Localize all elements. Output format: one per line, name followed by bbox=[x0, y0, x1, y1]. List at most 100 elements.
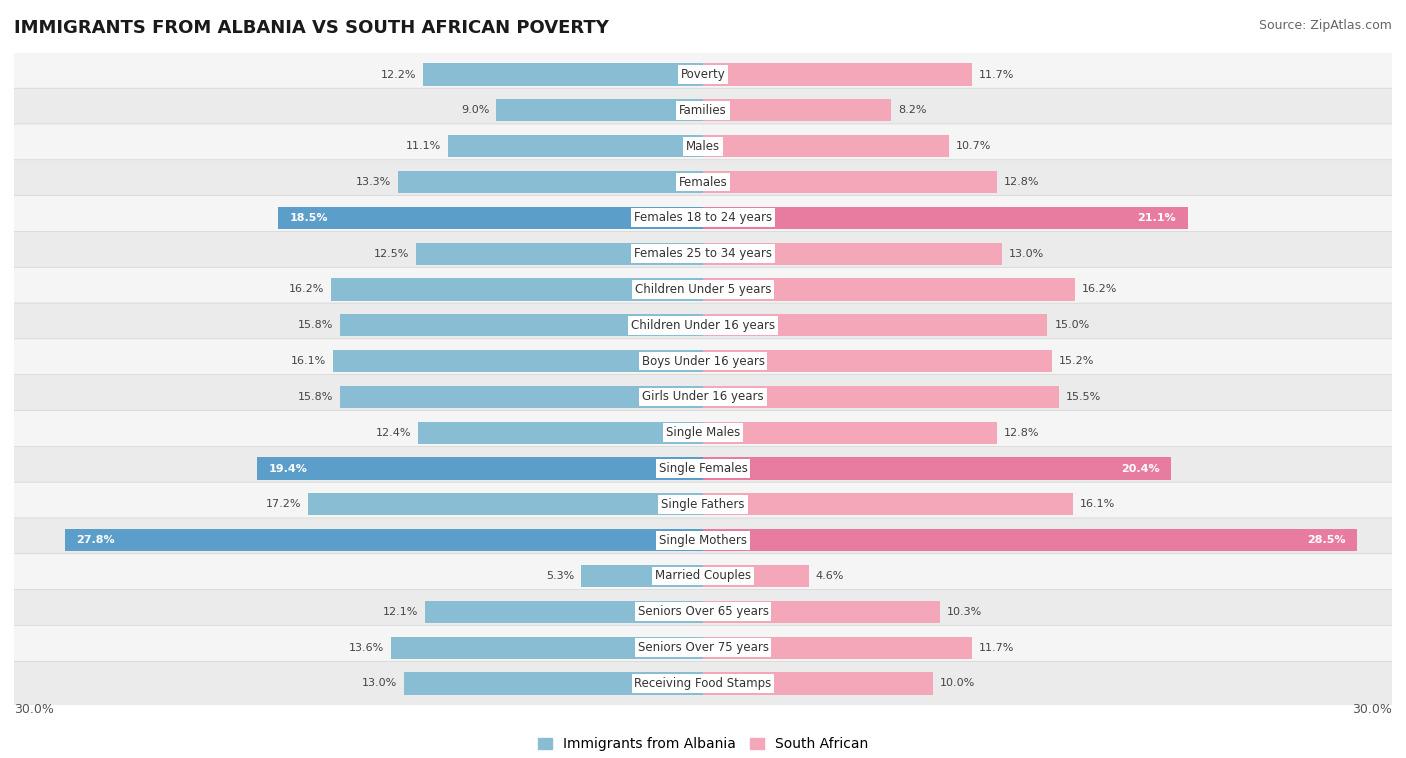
Text: 13.0%: 13.0% bbox=[363, 678, 398, 688]
Text: 18.5%: 18.5% bbox=[290, 213, 328, 223]
Bar bbox=[65, 529, 703, 551]
Text: Children Under 5 years: Children Under 5 years bbox=[634, 283, 772, 296]
Bar bbox=[703, 493, 1073, 515]
FancyBboxPatch shape bbox=[0, 554, 1406, 598]
FancyBboxPatch shape bbox=[0, 160, 1406, 204]
Text: 15.8%: 15.8% bbox=[298, 392, 333, 402]
Bar bbox=[703, 99, 891, 121]
FancyBboxPatch shape bbox=[0, 303, 1406, 347]
Text: 9.0%: 9.0% bbox=[461, 105, 489, 115]
Text: 15.0%: 15.0% bbox=[1054, 321, 1090, 330]
Text: 12.2%: 12.2% bbox=[381, 70, 416, 80]
Bar bbox=[703, 457, 1171, 480]
Text: 17.2%: 17.2% bbox=[266, 500, 301, 509]
Text: Children Under 16 years: Children Under 16 years bbox=[631, 319, 775, 332]
Text: 11.1%: 11.1% bbox=[406, 141, 441, 151]
FancyBboxPatch shape bbox=[0, 231, 1406, 276]
Text: 15.8%: 15.8% bbox=[298, 321, 333, 330]
Bar bbox=[496, 99, 703, 121]
Bar bbox=[703, 637, 972, 659]
Text: Males: Males bbox=[686, 139, 720, 152]
Bar bbox=[703, 350, 1052, 372]
Text: 16.1%: 16.1% bbox=[291, 356, 326, 366]
FancyBboxPatch shape bbox=[0, 411, 1406, 455]
FancyBboxPatch shape bbox=[0, 88, 1406, 133]
Text: 27.8%: 27.8% bbox=[76, 535, 115, 545]
Bar bbox=[703, 672, 932, 694]
Text: 11.7%: 11.7% bbox=[979, 70, 1014, 80]
FancyBboxPatch shape bbox=[0, 196, 1406, 240]
FancyBboxPatch shape bbox=[0, 518, 1406, 562]
Text: Families: Families bbox=[679, 104, 727, 117]
Text: 16.2%: 16.2% bbox=[1083, 284, 1118, 294]
Bar bbox=[278, 207, 703, 229]
Text: 20.4%: 20.4% bbox=[1122, 464, 1160, 474]
Text: 12.4%: 12.4% bbox=[375, 428, 412, 437]
Legend: Immigrants from Albania, South African: Immigrants from Albania, South African bbox=[533, 731, 873, 756]
Text: Seniors Over 75 years: Seniors Over 75 years bbox=[637, 641, 769, 654]
Bar bbox=[449, 135, 703, 158]
Text: 16.2%: 16.2% bbox=[288, 284, 323, 294]
Bar bbox=[308, 493, 703, 515]
Bar bbox=[703, 314, 1047, 337]
Bar bbox=[333, 350, 703, 372]
Text: 19.4%: 19.4% bbox=[269, 464, 308, 474]
FancyBboxPatch shape bbox=[0, 268, 1406, 312]
Text: Boys Under 16 years: Boys Under 16 years bbox=[641, 355, 765, 368]
Bar bbox=[703, 278, 1076, 301]
Bar bbox=[581, 565, 703, 587]
Text: 13.6%: 13.6% bbox=[349, 643, 384, 653]
Text: 4.6%: 4.6% bbox=[815, 571, 844, 581]
Text: 21.1%: 21.1% bbox=[1137, 213, 1175, 223]
Text: 10.0%: 10.0% bbox=[939, 678, 974, 688]
Text: Females 18 to 24 years: Females 18 to 24 years bbox=[634, 211, 772, 224]
FancyBboxPatch shape bbox=[0, 482, 1406, 527]
Text: 30.0%: 30.0% bbox=[14, 703, 53, 716]
Text: 10.7%: 10.7% bbox=[956, 141, 991, 151]
Text: Girls Under 16 years: Girls Under 16 years bbox=[643, 390, 763, 403]
Text: Married Couples: Married Couples bbox=[655, 569, 751, 582]
Bar bbox=[340, 386, 703, 408]
Text: 15.2%: 15.2% bbox=[1059, 356, 1094, 366]
Bar bbox=[425, 600, 703, 623]
Text: Single Mothers: Single Mothers bbox=[659, 534, 747, 547]
Text: Females: Females bbox=[679, 176, 727, 189]
FancyBboxPatch shape bbox=[0, 374, 1406, 419]
FancyBboxPatch shape bbox=[0, 339, 1406, 384]
Text: 15.5%: 15.5% bbox=[1066, 392, 1101, 402]
Text: 12.8%: 12.8% bbox=[1004, 177, 1039, 187]
FancyBboxPatch shape bbox=[0, 661, 1406, 706]
FancyBboxPatch shape bbox=[0, 590, 1406, 634]
FancyBboxPatch shape bbox=[0, 124, 1406, 168]
Text: 12.5%: 12.5% bbox=[374, 249, 409, 258]
Text: Source: ZipAtlas.com: Source: ZipAtlas.com bbox=[1258, 19, 1392, 32]
Text: Poverty: Poverty bbox=[681, 68, 725, 81]
Text: Single Fathers: Single Fathers bbox=[661, 498, 745, 511]
Bar bbox=[703, 64, 972, 86]
Bar bbox=[703, 171, 997, 193]
Text: IMMIGRANTS FROM ALBANIA VS SOUTH AFRICAN POVERTY: IMMIGRANTS FROM ALBANIA VS SOUTH AFRICAN… bbox=[14, 19, 609, 37]
FancyBboxPatch shape bbox=[0, 446, 1406, 490]
Bar bbox=[703, 135, 949, 158]
Text: 12.8%: 12.8% bbox=[1004, 428, 1039, 437]
Bar bbox=[703, 565, 808, 587]
Bar bbox=[418, 421, 703, 444]
Bar bbox=[703, 600, 939, 623]
Text: 11.7%: 11.7% bbox=[979, 643, 1014, 653]
Text: Females 25 to 34 years: Females 25 to 34 years bbox=[634, 247, 772, 260]
Text: Seniors Over 65 years: Seniors Over 65 years bbox=[637, 606, 769, 619]
Text: 13.0%: 13.0% bbox=[1008, 249, 1043, 258]
Bar bbox=[703, 243, 1001, 265]
Text: Receiving Food Stamps: Receiving Food Stamps bbox=[634, 677, 772, 690]
Bar bbox=[703, 421, 997, 444]
Bar bbox=[416, 243, 703, 265]
Text: 16.1%: 16.1% bbox=[1080, 500, 1115, 509]
Text: Single Females: Single Females bbox=[658, 462, 748, 475]
Bar bbox=[398, 171, 703, 193]
Bar bbox=[257, 457, 703, 480]
Text: 8.2%: 8.2% bbox=[898, 105, 927, 115]
Bar bbox=[340, 314, 703, 337]
Bar bbox=[330, 278, 703, 301]
Text: 5.3%: 5.3% bbox=[546, 571, 575, 581]
Text: 28.5%: 28.5% bbox=[1308, 535, 1346, 545]
